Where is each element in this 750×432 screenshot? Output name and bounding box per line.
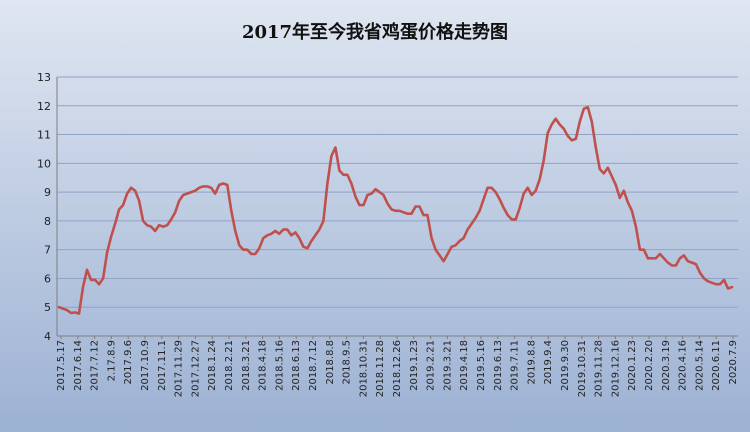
chart-title: 2017年至今我省鸡蛋价格走势图: [242, 21, 508, 43]
x-tick-label: 2019.11.28: [594, 340, 605, 397]
x-tick-label: 2019.9.4: [543, 340, 554, 385]
x-tick-label: 2019.8.8: [526, 340, 537, 385]
x-tick-label: 2.17.8.9: [106, 340, 117, 381]
x-tick-label: 2020.1.23: [627, 340, 638, 391]
y-tick-label: 4: [44, 330, 51, 343]
x-tick-label: 2018.1.24: [207, 340, 218, 391]
x-tick-label: 2017.10.9: [140, 340, 151, 391]
x-tick-label: 2017.11.29: [174, 340, 185, 397]
x-tick-label: 2020.6.11: [711, 340, 722, 391]
x-tick-label: 2020.4.16: [678, 340, 689, 391]
y-tick-label: 9: [44, 186, 51, 199]
y-tick-label: 11: [37, 129, 51, 142]
x-tick-label: 2018.6.13: [291, 340, 302, 391]
x-tick-label: 2018.8.8: [325, 340, 336, 385]
x-tick-label: 2018.12.26: [392, 340, 403, 397]
x-tick-label: 2017.9.6: [123, 340, 134, 385]
x-tick-label: 2017.6.14: [73, 340, 84, 391]
x-tick-label: 2018.2.21: [224, 340, 235, 391]
x-tick-label: 2020.2.20: [644, 340, 655, 391]
y-tick-label: 10: [37, 157, 51, 170]
y-tick-label: 7: [44, 244, 51, 257]
x-tick-label: 2019.7.11: [510, 340, 521, 391]
y-tick-label: 12: [37, 100, 51, 113]
x-tick-label: 2019.6.13: [493, 340, 504, 391]
price-line: [57, 105, 734, 315]
x-tick-label: 2018.11.28: [375, 340, 386, 397]
x-tick-label: 2019.10.31: [577, 340, 588, 397]
x-tick-label: 2019.1.23: [409, 340, 420, 391]
x-tick-label: 2019.2.21: [426, 340, 437, 391]
x-tick-label: 2019.3.21: [442, 340, 453, 391]
x-tick-label: 2019.4.18: [459, 340, 470, 391]
y-tick-label: 8: [44, 215, 51, 228]
x-tick-label: 2020.5.14: [694, 340, 705, 391]
x-tick-label: 2019.12.16: [610, 340, 621, 397]
x-tick-label: 2019.9.30: [560, 340, 571, 391]
x-tick-label: 2018.7.12: [308, 340, 319, 391]
y-tick-label: 13: [37, 71, 51, 84]
x-tick-label: 2018.5.16: [274, 340, 285, 391]
x-tick-label: 2018.10.31: [358, 340, 369, 397]
x-tick-label: 2020.3.19: [661, 340, 672, 391]
x-tick-label: 2017.5.17: [56, 340, 67, 391]
y-tick-label: 6: [44, 272, 51, 285]
x-tick-label: 2017.7.12: [90, 340, 101, 391]
x-tick-label: 2017.11.1: [157, 340, 168, 391]
x-tick-label: 2018.3.21: [241, 340, 252, 391]
x-tick-label: 2019.5.16: [476, 340, 487, 391]
x-tick-label: 2017.12.27: [190, 340, 201, 397]
x-tick-label: 2018.9.5: [342, 340, 353, 385]
y-tick-label: 5: [44, 301, 51, 314]
plot-area: 4 5 6 7 8 9 10 11 12 13 2017.5.17 2017.6.14 2017.7.1…: [37, 71, 739, 397]
x-tick-label: 2018.4.18: [258, 340, 269, 391]
x-tick-label: 2020.7.9: [728, 340, 739, 385]
